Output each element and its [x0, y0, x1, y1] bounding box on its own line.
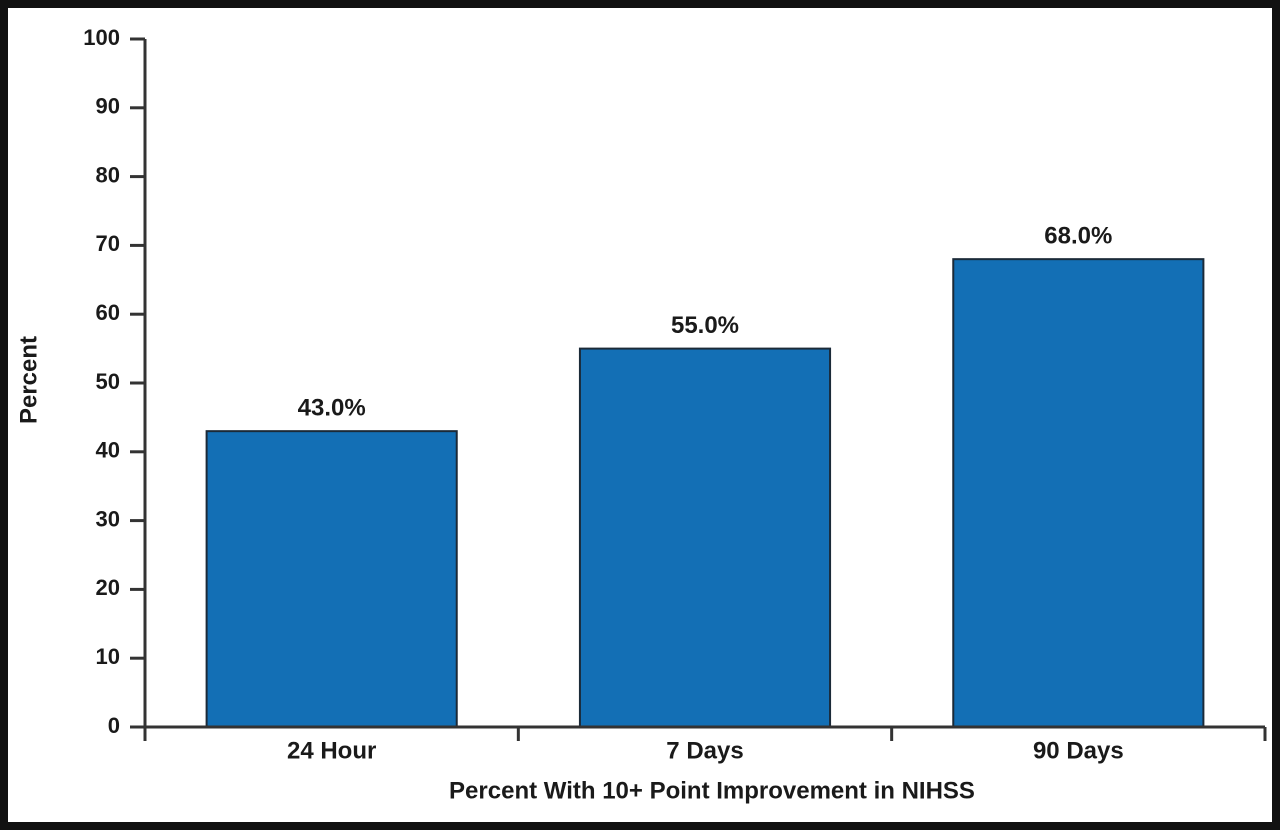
y-tick-label: 40 — [96, 438, 120, 463]
y-tick-label: 60 — [96, 300, 120, 325]
x-tick-label: 90 Days — [1033, 737, 1124, 764]
bar — [952, 258, 1205, 728]
value-label: 43.0% — [298, 395, 366, 422]
bar — [578, 347, 832, 728]
y-tick-label: 70 — [96, 231, 120, 256]
x-tick-label: 7 Days — [666, 737, 743, 764]
y-axis-label: Percent — [15, 336, 42, 424]
x-axis-label: Percent With 10+ Point Improvement in NI… — [449, 777, 975, 804]
y-tick-label: 90 — [96, 94, 120, 119]
y-tick-label: 50 — [96, 369, 120, 394]
y-tick-label: 80 — [96, 162, 120, 187]
bar — [205, 430, 458, 728]
y-tick-label: 0 — [108, 713, 120, 738]
y-tick-label: 100 — [83, 25, 120, 50]
y-tick-label: 30 — [96, 506, 120, 531]
value-label: 68.0% — [1044, 223, 1112, 250]
y-tick-label: 20 — [96, 575, 120, 600]
x-tick-label: 24 Hour — [287, 737, 376, 764]
value-label: 55.0% — [671, 312, 739, 339]
y-tick-label: 10 — [96, 644, 120, 669]
